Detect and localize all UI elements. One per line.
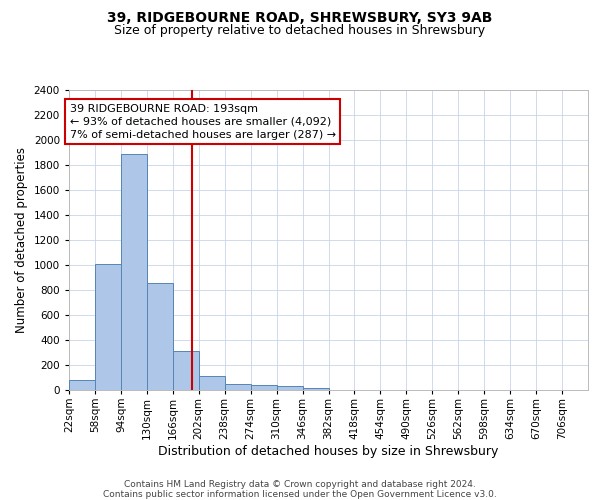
Bar bbox=[95, 264, 121, 390]
Bar bbox=[277, 386, 302, 390]
Bar bbox=[173, 351, 199, 390]
Text: Contains HM Land Registry data © Crown copyright and database right 2024.
Contai: Contains HM Land Registry data © Crown c… bbox=[103, 480, 497, 499]
Bar bbox=[224, 384, 251, 390]
Text: Size of property relative to detached houses in Shrewsbury: Size of property relative to detached ho… bbox=[115, 24, 485, 37]
Text: 39, RIDGEBOURNE ROAD, SHREWSBURY, SY3 9AB: 39, RIDGEBOURNE ROAD, SHREWSBURY, SY3 9A… bbox=[107, 11, 493, 25]
Bar bbox=[69, 380, 95, 390]
X-axis label: Distribution of detached houses by size in Shrewsbury: Distribution of detached houses by size … bbox=[158, 444, 499, 458]
Bar bbox=[147, 282, 173, 390]
Bar bbox=[302, 388, 329, 390]
Bar bbox=[199, 376, 224, 390]
Bar bbox=[121, 154, 147, 390]
Bar bbox=[251, 385, 277, 390]
Text: 39 RIDGEBOURNE ROAD: 193sqm
← 93% of detached houses are smaller (4,092)
7% of s: 39 RIDGEBOURNE ROAD: 193sqm ← 93% of det… bbox=[70, 104, 336, 140]
Y-axis label: Number of detached properties: Number of detached properties bbox=[15, 147, 28, 333]
